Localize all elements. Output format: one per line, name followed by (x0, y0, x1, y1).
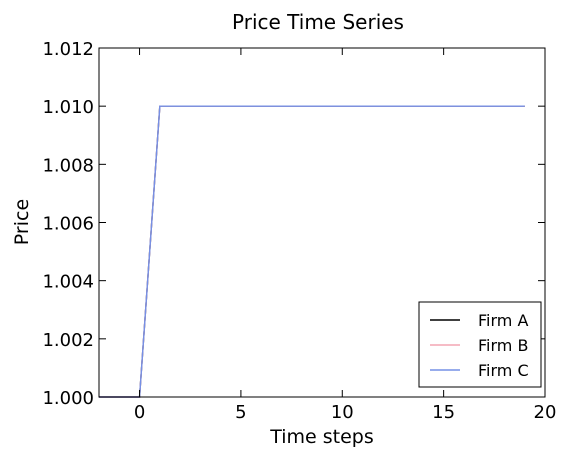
x-axis-label: Time steps (269, 426, 374, 448)
ticks-layer: 0 5 10 15 20 1.000 1.002 1.004 1.006 1.008 1.010 1.… (42, 39, 556, 423)
y-tick-label: 1.000 (42, 388, 94, 409)
y-tick-label: 1.010 (42, 97, 94, 118)
legend-label-2: Firm B (478, 336, 528, 355)
y-tick-label: 1.012 (42, 39, 94, 60)
y-tick-label: 1.006 (42, 214, 94, 235)
series-layer (99, 105, 525, 398)
y-tick-label: 1.002 (42, 330, 94, 351)
y-tick-label: 1.008 (42, 155, 94, 176)
legend-label-3: Firm C (478, 361, 529, 380)
legend-label-1: Firm A (478, 311, 528, 330)
legend: Firm A Firm B Firm C (418, 301, 542, 388)
x-tick-label: 20 (534, 402, 557, 423)
x-tick-label: 10 (331, 402, 354, 423)
chart-title: Price Time Series (232, 10, 404, 34)
y-axis-label: Price (11, 199, 33, 245)
x-tick-label: 0 (134, 402, 145, 423)
x-tick-label: 15 (432, 402, 455, 423)
y-tick-label: 1.004 (42, 272, 94, 293)
x-tick-label: 5 (235, 402, 246, 423)
series-line-3 (99, 105, 525, 398)
